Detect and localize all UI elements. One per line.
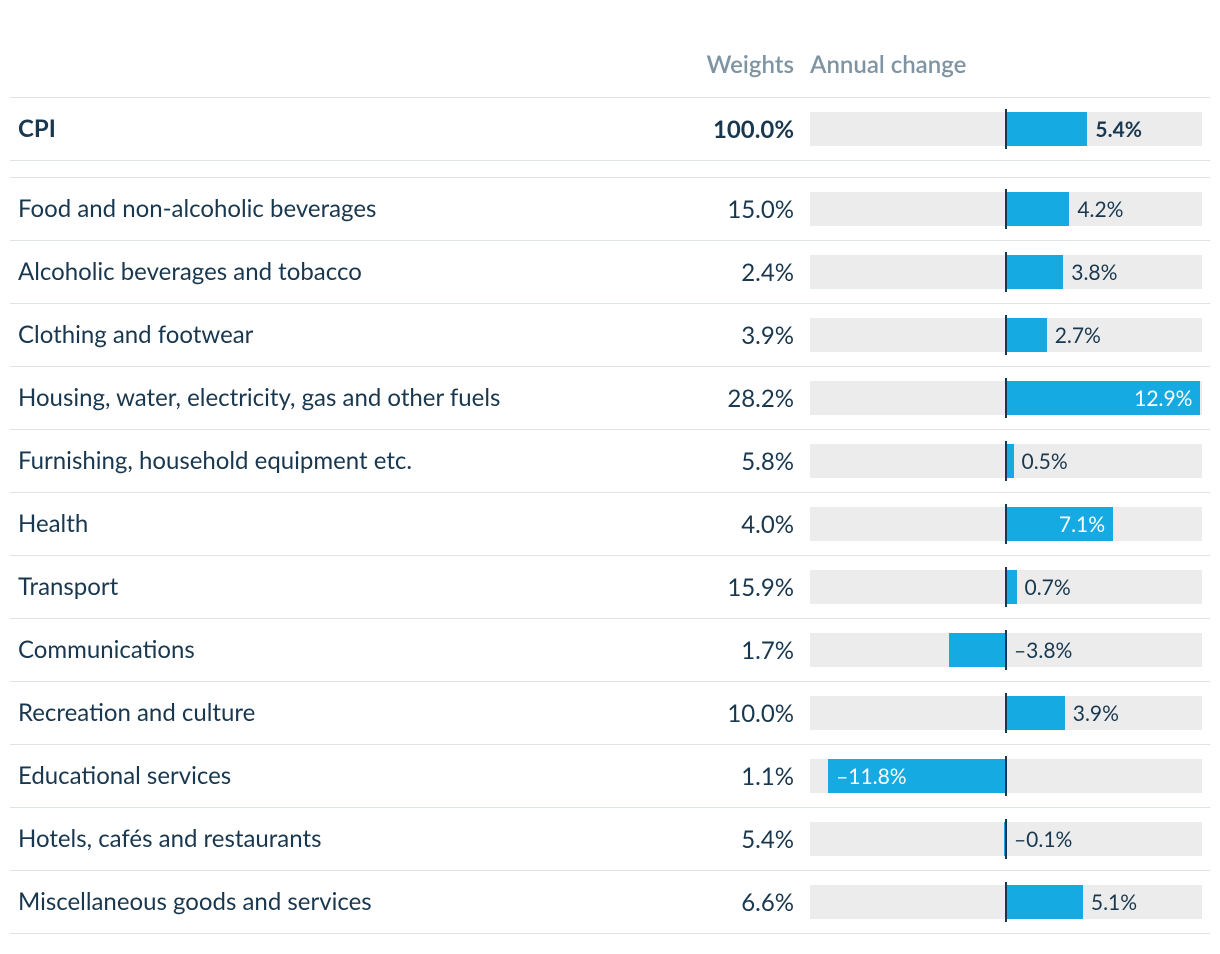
- zero-line: [1005, 693, 1007, 733]
- table-row: Food and non-alcoholic beverages15.0% 4.2…: [10, 178, 1210, 241]
- bar-value-label: –11.8%: [828, 759, 907, 793]
- bar-value-label: 7.1%: [1059, 507, 1113, 541]
- bar-fill: [1006, 192, 1069, 226]
- row-label: Transport: [10, 556, 586, 619]
- row-label: Housing, water, electricity, gas and oth…: [10, 367, 586, 430]
- row-weight: 15.0%: [586, 178, 802, 241]
- bar-value-label: 4.2%: [1069, 192, 1123, 226]
- row-label: Food and non-alcoholic beverages: [10, 178, 586, 241]
- row-label: CPI: [10, 98, 586, 161]
- table-row: Hotels, cafés and restaurants5.4% –0.1%: [10, 808, 1210, 871]
- bar-value-label: 5.1%: [1083, 885, 1137, 919]
- row-bar: 0.5%: [802, 430, 1210, 493]
- table-row: Transport15.9% 0.7%: [10, 556, 1210, 619]
- cpi-table: Weights Annual change CPI100.0% 5.4% Food …: [10, 40, 1210, 934]
- row-label: Furnishing, household equipment etc.: [10, 430, 586, 493]
- bar-fill: [1006, 255, 1063, 289]
- zero-line: [1005, 504, 1007, 544]
- table-row: Housing, water, electricity, gas and oth…: [10, 367, 1210, 430]
- bar-value-label: 3.8%: [1063, 255, 1117, 289]
- row-weight: 10.0%: [586, 682, 802, 745]
- row-bar: –3.8%: [802, 619, 1210, 682]
- table-row: Communications1.7% –3.8%: [10, 619, 1210, 682]
- row-weight: 5.4%: [586, 808, 802, 871]
- row-weight: 100.0%: [586, 98, 802, 161]
- row-weight: 1.1%: [586, 745, 802, 808]
- table-row: Clothing and footwear3.9% 2.7%: [10, 304, 1210, 367]
- row-bar: 7.1%: [802, 493, 1210, 556]
- row-weight: 28.2%: [586, 367, 802, 430]
- zero-line: [1005, 315, 1007, 355]
- row-bar: 4.2%: [802, 178, 1210, 241]
- row-label: Miscellaneous goods and services: [10, 871, 586, 934]
- bar-fill: [1006, 112, 1087, 146]
- row-label: Communications: [10, 619, 586, 682]
- table-row: Educational services1.1% –11.8%: [10, 745, 1210, 808]
- header-label: [10, 40, 586, 98]
- bar-value-label: 2.7%: [1047, 318, 1101, 352]
- row-label: Health: [10, 493, 586, 556]
- row-weight: 2.4%: [586, 241, 802, 304]
- bar-value-label: 5.4%: [1087, 112, 1142, 146]
- row-weight: 1.7%: [586, 619, 802, 682]
- bar-fill: [1006, 570, 1017, 604]
- zero-line: [1005, 756, 1007, 796]
- bar-fill: [1006, 444, 1014, 478]
- row-bar: 3.9%: [802, 682, 1210, 745]
- header-change: Annual change: [802, 40, 1210, 98]
- row-bar: 2.7%: [802, 304, 1210, 367]
- row-label: Hotels, cafés and restaurants: [10, 808, 586, 871]
- row-bar: 12.9%: [802, 367, 1210, 430]
- table-row: Recreation and culture10.0% 3.9%: [10, 682, 1210, 745]
- row-bar: 3.8%: [802, 241, 1210, 304]
- row-bar: 5.4%: [802, 98, 1210, 161]
- row-label: Recreation and culture: [10, 682, 586, 745]
- row-label: Alcoholic beverages and tobacco: [10, 241, 586, 304]
- bar-fill: [1006, 696, 1065, 730]
- row-bar: 0.7%: [802, 556, 1210, 619]
- row-label: Educational services: [10, 745, 586, 808]
- zero-line: [1005, 109, 1007, 149]
- row-label: Clothing and footwear: [10, 304, 586, 367]
- zero-line: [1005, 189, 1007, 229]
- bar-value-label: 0.7%: [1017, 570, 1071, 604]
- bar-fill: [1006, 318, 1047, 352]
- bar-value-label: –0.1%: [1006, 822, 1072, 856]
- row-bar: –11.8%: [802, 745, 1210, 808]
- bar-fill: [1006, 885, 1083, 919]
- row-weight: 3.9%: [586, 304, 802, 367]
- zero-line: [1005, 441, 1007, 481]
- bar-fill: [949, 633, 1006, 667]
- row-weight: 5.8%: [586, 430, 802, 493]
- bar-value-label: –3.8%: [1006, 633, 1072, 667]
- table-row: Furnishing, household equipment etc.5.8%…: [10, 430, 1210, 493]
- zero-line: [1005, 252, 1007, 292]
- table-row: Health4.0% 7.1%: [10, 493, 1210, 556]
- table-row: Alcoholic beverages and tobacco2.4% 3.8%: [10, 241, 1210, 304]
- row-bar: –0.1%: [802, 808, 1210, 871]
- table-row: Miscellaneous goods and services6.6% 5.1%: [10, 871, 1210, 934]
- bar-value-label: 0.5%: [1014, 444, 1068, 478]
- row-weight: 4.0%: [586, 493, 802, 556]
- table-row: CPI100.0% 5.4%: [10, 98, 1210, 161]
- section-gap: [10, 161, 1210, 178]
- zero-line: [1005, 378, 1007, 418]
- zero-line: [1005, 882, 1007, 922]
- zero-line: [1005, 567, 1007, 607]
- bar-value-label: 3.9%: [1065, 696, 1119, 730]
- bar-value-label: 12.9%: [1134, 381, 1200, 415]
- row-weight: 6.6%: [586, 871, 802, 934]
- row-weight: 15.9%: [586, 556, 802, 619]
- header-weights: Weights: [586, 40, 802, 98]
- row-bar: 5.1%: [802, 871, 1210, 934]
- header-row: Weights Annual change: [10, 40, 1210, 98]
